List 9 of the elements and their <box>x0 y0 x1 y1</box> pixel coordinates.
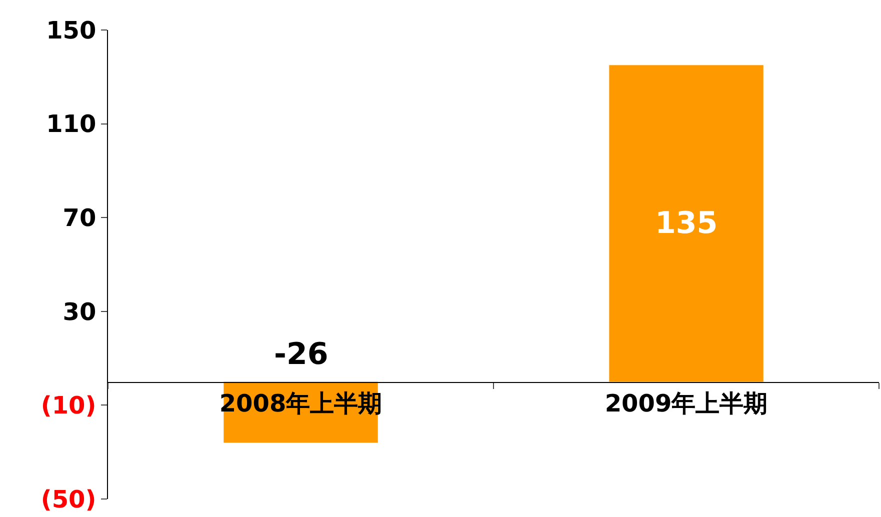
y-tick-label: 150 <box>46 16 96 44</box>
data-label: -26 <box>274 337 328 372</box>
data-label: 135 <box>655 206 718 241</box>
y-tick-label: (10) <box>40 392 96 420</box>
y-tick-label: (50) <box>40 485 96 514</box>
x-tick-label: 2009年上半期 <box>604 390 768 418</box>
y-tick-label: 110 <box>46 110 96 138</box>
y-tick-label: 70 <box>62 204 96 232</box>
y-tick-label: 30 <box>62 298 96 326</box>
